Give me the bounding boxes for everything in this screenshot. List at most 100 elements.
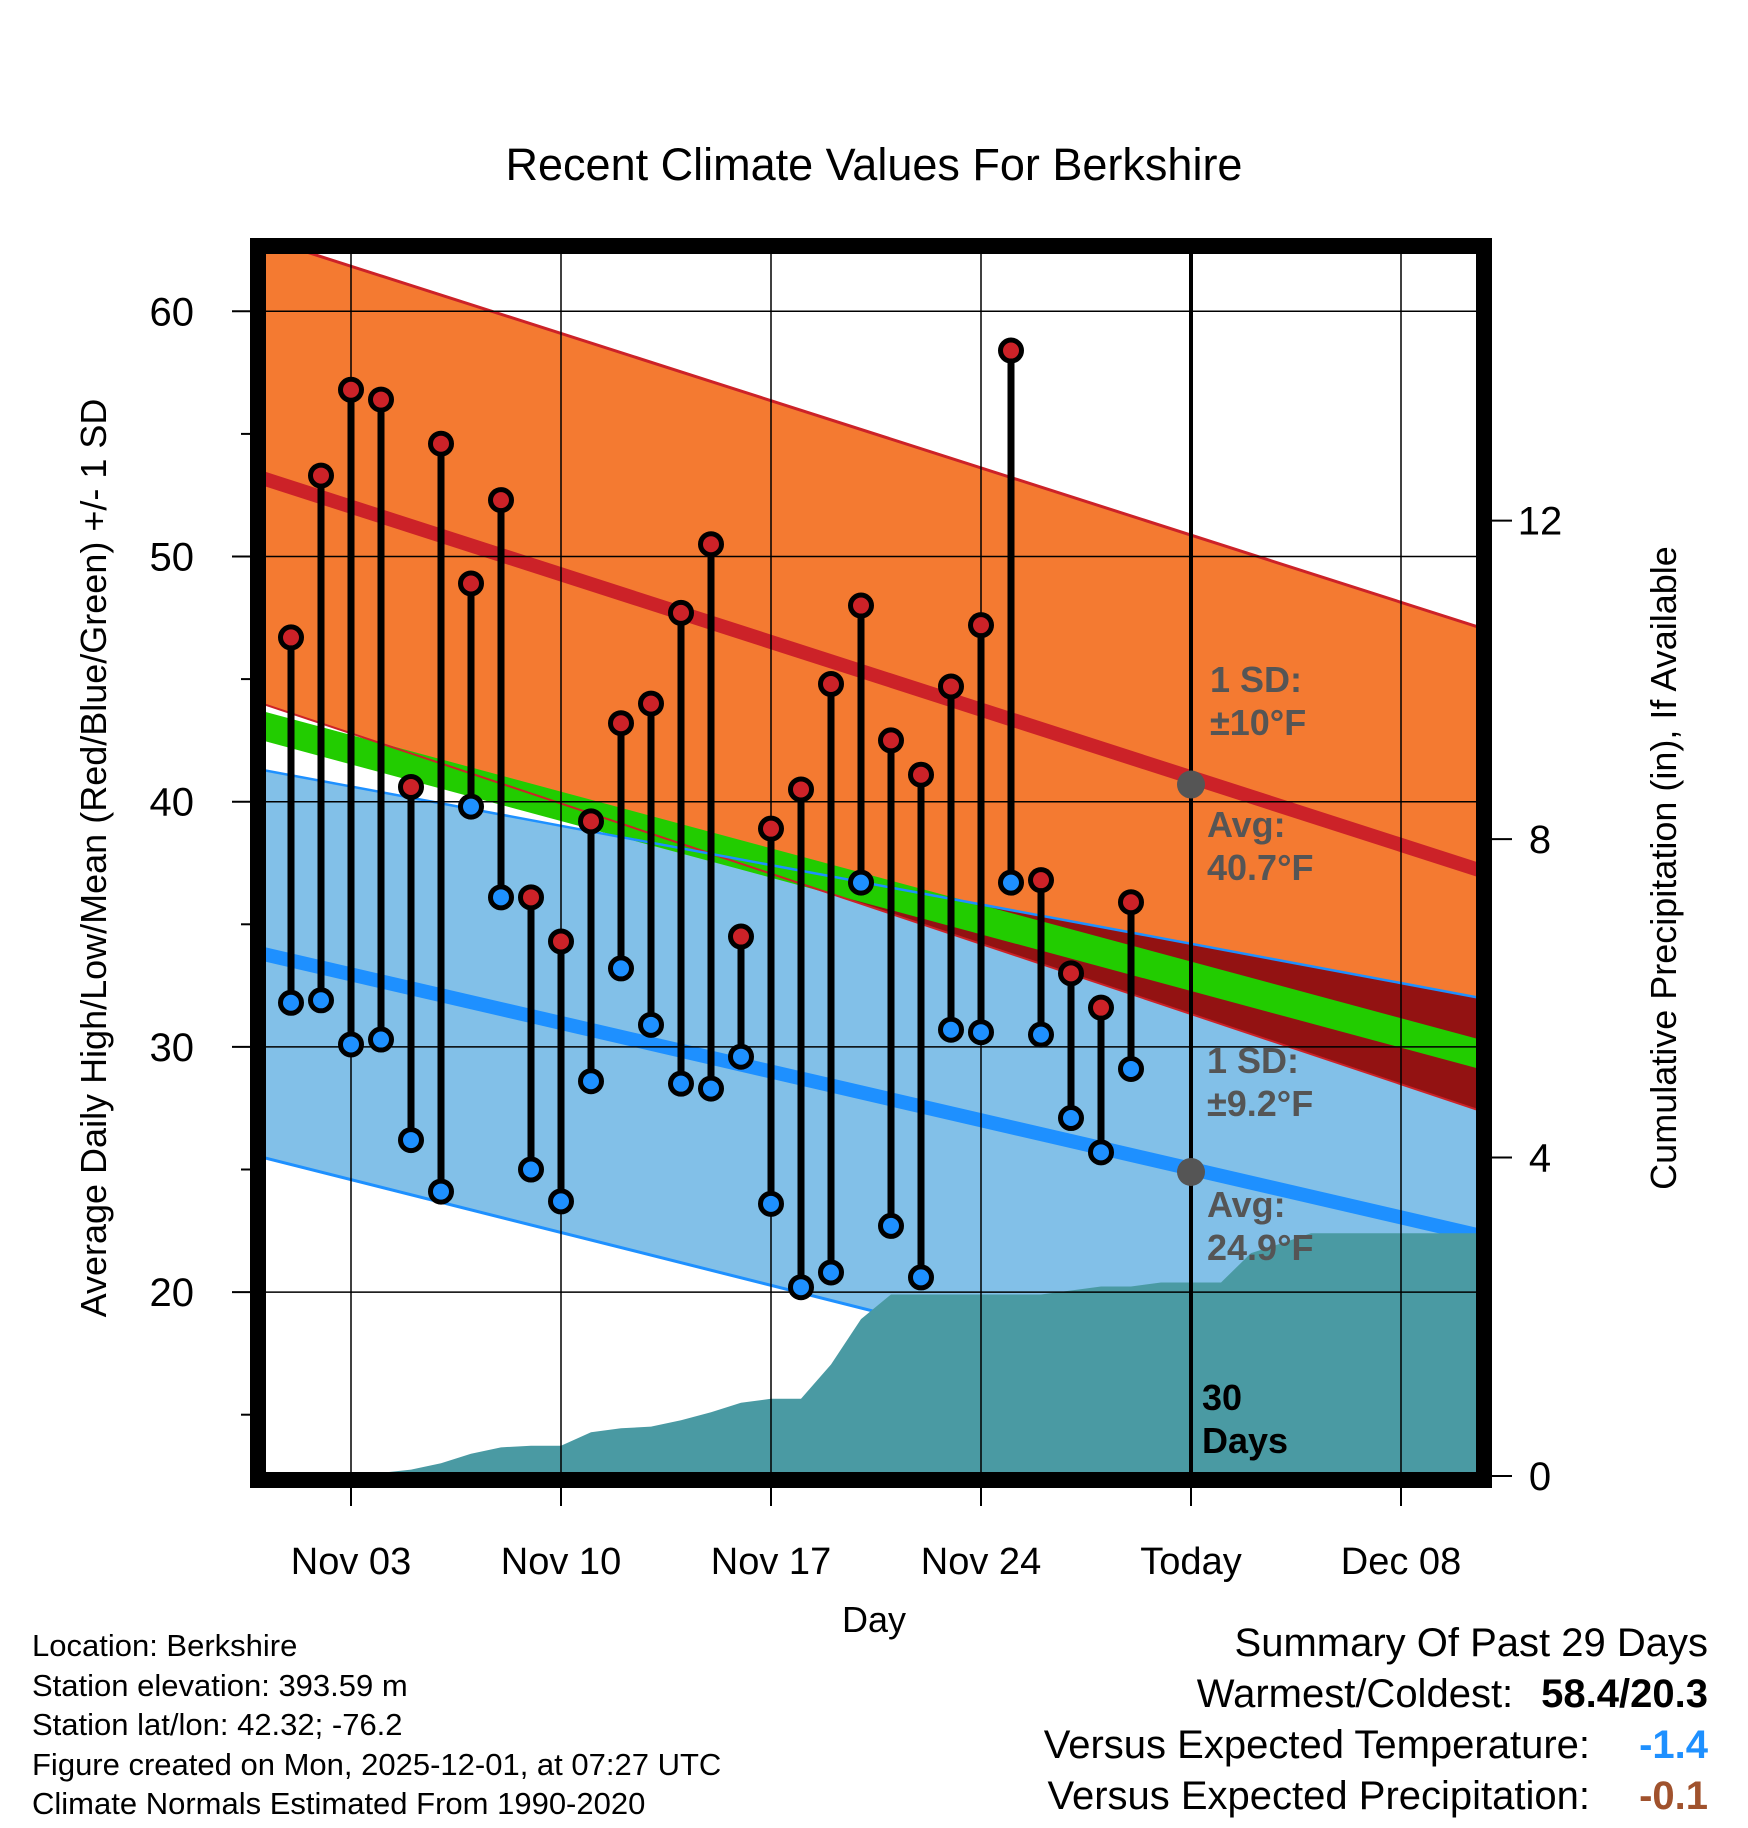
plot-frame — [250, 238, 1492, 1488]
x-tick-label: Nov 17 — [711, 1541, 831, 1583]
daily-low-point — [878, 1212, 904, 1239]
daily-low-point — [278, 989, 304, 1016]
daily-low-point — [368, 1026, 394, 1053]
daily-low-point — [1088, 1139, 1114, 1166]
precip-value: -0.1 — [1639, 1774, 1708, 1818]
high-sd-annotation-line1: 1 SD: — [1210, 659, 1302, 700]
y-tick-label: 30 — [150, 1026, 195, 1070]
daily-high-point — [908, 761, 934, 788]
y2-tick-label: 12 — [1518, 500, 1563, 544]
days-annotation-line2: Days — [1202, 1420, 1288, 1461]
daily-high-point — [1058, 960, 1084, 987]
daily-high-point — [848, 592, 874, 619]
daily-high-point — [458, 570, 484, 597]
high-avg-annotation-line1: Avg: — [1207, 804, 1286, 845]
data-marks — [278, 250, 1205, 1476]
summary-temp: Versus Expected Temperature: -1.4 — [1044, 1720, 1708, 1771]
today-high-avg-marker — [1177, 770, 1205, 799]
location-text: Location: Berkshire — [32, 1628, 298, 1663]
x-tick-label: Dec 08 — [1341, 1541, 1461, 1583]
daily-high-point — [758, 815, 784, 842]
daily-high-point — [488, 487, 514, 514]
daily-high-point — [788, 776, 814, 803]
high-lower-edge — [262, 702, 1480, 1112]
high-sd-annotation-line2: ±10°F — [1210, 702, 1306, 743]
daily-low-point — [848, 869, 874, 896]
daily-high-point — [578, 808, 604, 835]
daily-high-point — [998, 337, 1024, 364]
daily-low-point — [1058, 1105, 1084, 1132]
daily-high-point — [428, 430, 454, 457]
latlon-text: Station lat/lon: 42.32; -76.2 — [32, 1707, 403, 1742]
chart-title: Recent Climate Values For Berkshire — [506, 139, 1243, 190]
high-avg-annotation-line2: 40.7°F — [1207, 847, 1313, 888]
temp-label: Versus Expected Temperature: — [1043, 1723, 1590, 1767]
summary-precip: Versus Expected Precipitation: -0.1 — [1044, 1771, 1708, 1822]
daily-low-point — [818, 1259, 844, 1286]
daily-low-point — [458, 793, 484, 820]
y2-tick-label: 8 — [1529, 818, 1551, 862]
low-sd-annotation-line1: 1 SD: — [1207, 1040, 1299, 1081]
daily-low-point — [398, 1127, 424, 1154]
daily-high-point — [278, 624, 304, 651]
daily-low-point — [548, 1188, 574, 1215]
daily-high-point — [638, 690, 664, 717]
daily-high-point — [1088, 994, 1114, 1021]
normals-text: Climate Normals Estimated From 1990-2020 — [32, 1786, 646, 1821]
daily-low-point — [728, 1043, 754, 1070]
daily-high-point — [878, 727, 904, 754]
high-upper-edge — [295, 250, 1480, 630]
low-avg-annotation-line2: 24.9°F — [1207, 1227, 1313, 1268]
daily-low-point — [428, 1178, 454, 1205]
axes: 20 30 40 50 60 0 4 8 12 Nov 03 Nov 10 Nov 17 Nov 24 T… — [150, 238, 1563, 1583]
x-tick-label: Nov 10 — [501, 1541, 621, 1583]
x-tick-label: Nov 03 — [291, 1541, 411, 1583]
warm-cold-label: Warmest/Coldest: — [1196, 1672, 1514, 1716]
low-avg-annotation-line1: Avg: — [1207, 1184, 1286, 1225]
daily-high-point — [698, 531, 724, 558]
daily-high-point — [518, 884, 544, 911]
daily-low-point — [308, 987, 334, 1014]
precip-label: Versus Expected Precipitation: — [1047, 1774, 1590, 1818]
summary-panel: Summary Of Past 29 Days Warmest/Coldest:… — [1044, 1618, 1708, 1822]
daily-high-point — [308, 462, 334, 489]
y2-tick-label: 0 — [1529, 1455, 1551, 1499]
daily-low-point — [1028, 1021, 1054, 1048]
daily-high-point — [608, 710, 634, 737]
y-tick-label: 60 — [150, 290, 195, 334]
daily-low-point — [488, 884, 514, 911]
low-sd-annotation-line2: ±9.2°F — [1207, 1083, 1313, 1124]
daily-high-point — [398, 773, 424, 800]
y-tick-label: 50 — [150, 536, 195, 580]
warm-cold-value: 58.4/20.3 — [1541, 1672, 1708, 1716]
daily-high-point — [338, 376, 364, 403]
today-low-avg-marker — [1177, 1157, 1205, 1186]
low-average-line — [262, 946, 1480, 1243]
daily-low-point — [578, 1068, 604, 1095]
daily-high-point — [938, 673, 964, 700]
summary-title: Summary Of Past 29 Days — [1234, 1621, 1708, 1665]
daily-low-point — [758, 1190, 784, 1217]
daily-high-point — [548, 928, 574, 955]
daily-low-point — [518, 1156, 544, 1183]
daily-high-point — [1118, 889, 1144, 916]
daily-low-point — [638, 1011, 664, 1038]
summary-warm-cold: Warmest/Coldest: 58.4/20.3 — [1044, 1669, 1708, 1720]
y-axis-label: Average Daily High/Low/Mean (Red/Blue/Gr… — [73, 399, 114, 1318]
daily-high-point — [668, 599, 694, 626]
daily-low-point — [338, 1031, 364, 1058]
daily-high-point — [968, 612, 994, 639]
y-tick-label: 20 — [150, 1271, 195, 1315]
daily-low-point — [668, 1070, 694, 1097]
x-tick-label: Nov 24 — [921, 1541, 1041, 1583]
daily-low-point — [968, 1019, 994, 1046]
daily-low-point — [698, 1075, 724, 1102]
temp-value: -1.4 — [1639, 1723, 1708, 1767]
high-average-line — [262, 471, 1480, 878]
created-text: Figure created on Mon, 2025-12-01, at 07… — [32, 1746, 722, 1782]
daily-low-point — [908, 1264, 934, 1291]
daily-low-point — [1118, 1055, 1144, 1082]
daily-high-point — [1028, 867, 1054, 894]
